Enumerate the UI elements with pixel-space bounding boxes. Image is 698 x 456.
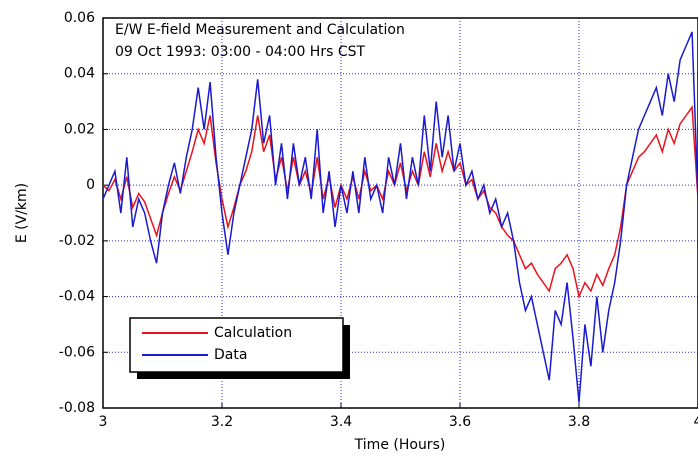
x-tick-label: 4 <box>694 414 698 430</box>
legend-label: Calculation <box>214 325 292 341</box>
chart-title: E/W E-field Measurement and Calculation <box>115 22 405 38</box>
x-tick-label: 3.4 <box>330 414 352 430</box>
x-tick-label: 3.2 <box>211 414 233 430</box>
chart-subtitle: 09 Oct 1993: 03:00 - 04:00 Hrs CST <box>115 44 366 60</box>
y-tick-label: -0.08 <box>59 400 95 416</box>
y-tick-label: -0.04 <box>59 289 95 305</box>
x-axis-label: Time (Hours) <box>354 437 446 453</box>
plot-frame <box>102 17 698 409</box>
legend-box <box>129 317 344 373</box>
data-line <box>102 104 698 300</box>
y-tick-label: 0.06 <box>64 10 95 26</box>
data-line <box>102 31 698 403</box>
y-axis-label: E (V/km) <box>14 183 30 243</box>
y-tick-label: 0 <box>86 177 95 193</box>
y-tick-label: -0.06 <box>59 344 95 360</box>
legend-label: Data <box>214 347 247 363</box>
x-tick-label: 3.6 <box>449 414 471 430</box>
y-tick-label: 0.02 <box>64 121 95 137</box>
y-tick-label: -0.02 <box>59 233 95 249</box>
x-tick-label: 3 <box>99 414 108 430</box>
y-tick-label: 0.04 <box>64 66 95 82</box>
x-tick-label: 3.8 <box>568 414 590 430</box>
